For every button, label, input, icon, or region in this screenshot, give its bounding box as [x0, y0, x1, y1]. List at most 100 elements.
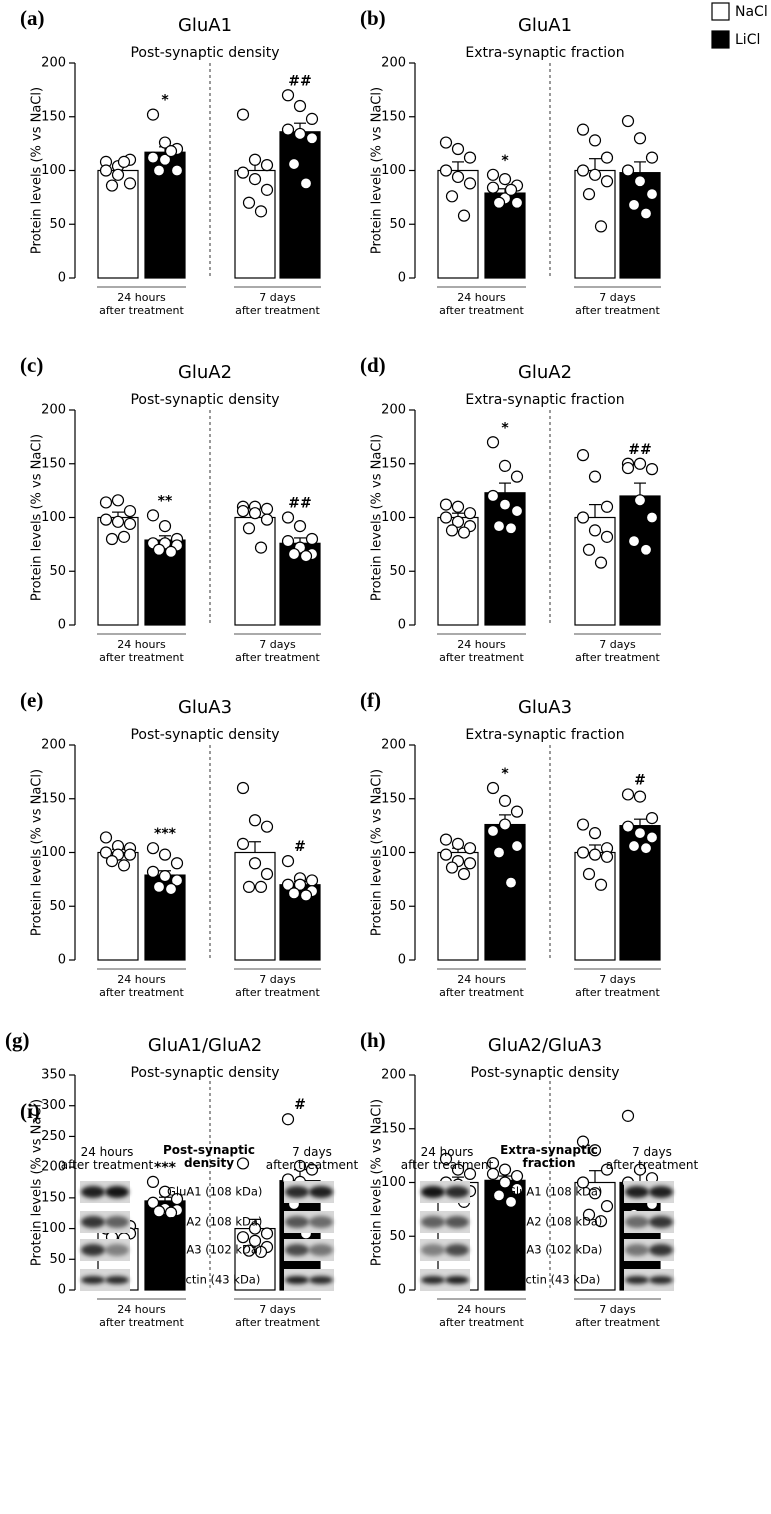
data-point	[236, 1157, 250, 1170]
data-point	[486, 781, 500, 795]
data-point	[621, 1109, 635, 1122]
chart-title: GluA3	[518, 697, 572, 718]
data-point	[99, 831, 113, 844]
data-point	[457, 526, 471, 539]
error-bar	[589, 504, 601, 518]
y-axis-label: Protein levels (% vs NaCl)	[370, 87, 385, 254]
y-axis-label: Protein levels (% vs NaCl)	[30, 769, 45, 936]
data-point	[621, 164, 635, 177]
blot-header: 7 days after treatment	[606, 1145, 699, 1172]
bar	[574, 169, 616, 279]
data-point	[576, 846, 590, 859]
blot-band	[81, 1216, 105, 1228]
y-tick-label: 100	[381, 510, 406, 525]
y-tick-label: 0	[398, 953, 406, 968]
data-point	[451, 500, 465, 513]
error-bar	[634, 818, 646, 826]
blot-band	[105, 1186, 129, 1198]
data-point	[439, 164, 453, 177]
data-point	[439, 511, 453, 524]
blot-band	[309, 1216, 333, 1228]
data-point	[504, 1195, 518, 1208]
data-point	[105, 179, 119, 192]
data-point	[305, 132, 319, 145]
x-tick-label: 7 days after treatment	[235, 973, 320, 999]
data-point	[158, 136, 172, 149]
data-point	[260, 1227, 274, 1240]
data-point	[248, 153, 262, 166]
blot-header: Post-synaptic density	[163, 1143, 255, 1170]
y-tick-label: 100	[41, 163, 66, 178]
data-point	[260, 159, 274, 172]
y-tick-label: 50	[389, 899, 406, 914]
data-point	[600, 1163, 614, 1176]
significance-label: *	[501, 420, 509, 436]
data-point	[146, 1196, 160, 1209]
data-point	[281, 855, 295, 868]
blot-band	[445, 1244, 469, 1256]
data-point	[588, 524, 602, 537]
x-tick-label: 24 hours after treatment	[99, 1303, 184, 1329]
data-point	[164, 145, 178, 158]
data-point	[111, 515, 125, 528]
y-tick-label: 50	[49, 899, 66, 914]
data-point	[293, 520, 307, 533]
data-point	[600, 530, 614, 543]
data-point	[299, 550, 313, 563]
y-tick-label: 150	[381, 456, 406, 471]
y-tick-label: 0	[58, 953, 66, 968]
panel-letter: (a)	[20, 6, 45, 30]
y-tick-label: 200	[381, 738, 406, 753]
data-point	[260, 502, 274, 515]
chart-title: GluA1	[178, 15, 232, 36]
data-point	[588, 1144, 602, 1157]
data-point	[236, 781, 250, 795]
data-point	[445, 524, 459, 537]
data-point	[639, 543, 653, 556]
data-point	[600, 151, 614, 164]
data-point	[600, 500, 614, 513]
data-point	[633, 790, 647, 803]
data-point	[236, 166, 250, 179]
data-point	[146, 865, 160, 878]
y-tick-label: 150	[41, 456, 66, 471]
significance-label: **	[158, 493, 173, 509]
blot-band	[285, 1244, 309, 1256]
data-point	[123, 517, 137, 531]
data-point	[158, 520, 172, 533]
data-point	[486, 824, 500, 838]
data-point	[170, 857, 184, 870]
y-tick-label: 50	[389, 217, 406, 232]
data-point	[627, 839, 641, 853]
x-tick-label: 24 hours after treatment	[439, 291, 524, 317]
chart-title: GluA1/GluA2	[148, 1035, 262, 1056]
data-point	[498, 794, 512, 808]
y-tick-label: 200	[41, 403, 66, 418]
data-point	[492, 196, 506, 209]
data-point	[486, 181, 500, 194]
bar	[619, 495, 661, 626]
data-point	[248, 857, 262, 870]
data-point	[457, 867, 471, 881]
data-point	[576, 164, 590, 177]
data-point	[236, 504, 250, 518]
data-point	[281, 535, 295, 548]
blot-row-label: GluA2 (108 kDa)	[507, 1215, 602, 1229]
data-point	[99, 164, 113, 177]
blot-band	[421, 1244, 445, 1256]
blot-band	[285, 1216, 309, 1228]
data-point	[117, 859, 131, 872]
x-tick-label: 7 days after treatment	[575, 291, 660, 317]
data-point	[633, 132, 647, 145]
data-point	[158, 153, 172, 166]
data-point	[152, 880, 166, 893]
x-tick-label: 7 days after treatment	[575, 638, 660, 664]
data-point	[463, 507, 477, 520]
chart-title: GluA2/GluA3	[488, 1035, 602, 1056]
data-point	[281, 878, 295, 891]
significance-label: ##	[288, 73, 311, 89]
data-point	[639, 842, 653, 855]
error-bar	[634, 161, 646, 173]
data-point	[281, 511, 295, 524]
blot-band	[649, 1216, 673, 1228]
